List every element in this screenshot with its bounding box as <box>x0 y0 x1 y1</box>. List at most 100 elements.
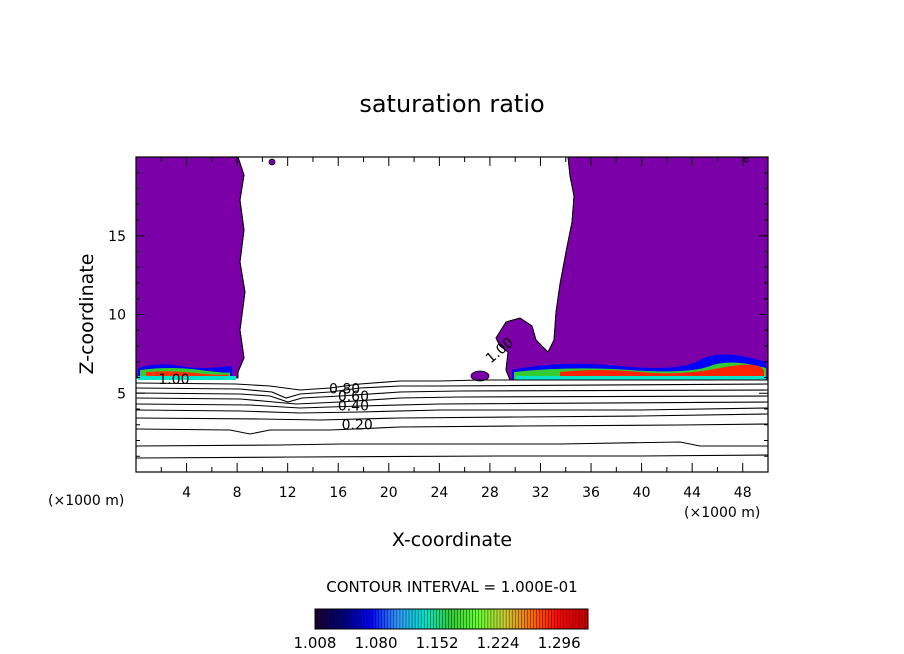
colorbar-swatch <box>375 609 380 629</box>
colorbar-tick-label: 1.296 <box>538 634 581 652</box>
colorbar-swatch <box>384 609 389 629</box>
colorbar-swatch <box>484 609 489 629</box>
colorbar-swatch <box>524 609 528 629</box>
colorbar-swatch <box>487 609 492 629</box>
colorbar-swatch <box>560 609 565 629</box>
y-tick-label: 5 <box>117 386 126 402</box>
colorbar-swatch <box>357 609 361 629</box>
colorbar-swatch <box>451 609 455 629</box>
colorbar-swatch <box>509 609 513 629</box>
colorbar-swatch <box>342 609 346 629</box>
colorbar-swatch <box>436 609 440 629</box>
x-tick-label: 28 <box>481 485 499 501</box>
colorbar-swatch <box>445 609 449 629</box>
isoline-0.3 <box>135 413 769 421</box>
colorbar-swatch <box>381 609 386 629</box>
colorbar-swatch <box>424 609 428 629</box>
colorbar-swatch <box>557 609 562 629</box>
x-tick-label: 44 <box>683 485 701 501</box>
colorbar-tick-labels: 1.008 1.080 1.152 1.224 1.296 <box>294 634 581 652</box>
colorbar-swatch <box>521 609 525 629</box>
colorbar-swatch <box>551 609 556 629</box>
band-red-left <box>146 371 228 376</box>
isoline-0.6 <box>135 395 769 405</box>
supersaturated-patch-1 <box>470 370 490 382</box>
colorbar-swatch <box>454 609 458 629</box>
contour-label: 0.40 <box>338 399 369 415</box>
colorbar-swatch <box>518 609 522 629</box>
colorbar-swatch <box>427 609 431 629</box>
colorbar-swatch <box>327 609 331 629</box>
contour-label: 0.20 <box>342 417 373 433</box>
contour-label: 0.80 <box>329 381 360 397</box>
supersaturated-region-left <box>135 156 246 379</box>
colorbar-swatch <box>554 609 559 629</box>
colorbar-swatch <box>466 609 471 629</box>
colorbar-swatch <box>396 609 401 629</box>
isoline-0.8 <box>135 383 769 399</box>
colorbar-swatch <box>506 609 510 629</box>
x-tick-label: 24 <box>430 485 448 501</box>
colorbar-swatch <box>584 609 589 629</box>
colorbar-swatch <box>369 609 374 629</box>
colorbar-swatch <box>566 609 571 629</box>
colorbar-swatch <box>503 609 507 629</box>
colorbar-swatch <box>512 609 516 629</box>
colorbar-swatch <box>500 609 504 629</box>
x-tick-label: 12 <box>279 485 297 501</box>
isoline-0.1 <box>135 441 768 447</box>
colorbar-swatch <box>318 609 322 629</box>
colorbar-swatch <box>402 609 407 629</box>
colorbar-swatch <box>539 609 543 629</box>
x-tick-label: 40 <box>633 485 651 501</box>
colorbar-swatch <box>378 609 383 629</box>
colorbar-swatch <box>536 609 540 629</box>
colorbar-swatch <box>345 609 349 629</box>
colorbar-swatch <box>530 609 534 629</box>
colorbar-swatch <box>515 609 519 629</box>
colorbar-swatch <box>387 609 392 629</box>
colorbar-tick-label: 1.152 <box>416 634 459 652</box>
colorbar-swatch <box>399 609 404 629</box>
colorbar-tick-label: 1.008 <box>294 634 337 652</box>
colorbar-swatch <box>475 609 480 629</box>
outline-right <box>495 156 575 381</box>
isoline-0.4 <box>135 407 769 414</box>
y-axis-ticks: 5 10 15 <box>108 172 768 457</box>
high-saturation-bands <box>138 354 766 380</box>
y-axis-label: Z-coordinate <box>76 254 98 375</box>
isoline-0.7 <box>135 389 769 403</box>
colorbar-swatch <box>324 609 328 629</box>
y-tick-label: 15 <box>108 229 126 245</box>
supersaturated-patch-3 <box>743 157 749 163</box>
colorbar-swatch <box>433 609 437 629</box>
band-red-right <box>560 364 764 376</box>
colorbar-swatch <box>569 609 574 629</box>
isoline-0.2 <box>135 423 769 435</box>
colorbar-swatch <box>442 609 446 629</box>
colorbar-swatch <box>421 609 425 629</box>
band-cyan-left <box>138 376 236 380</box>
colorbar-swatch <box>448 609 452 629</box>
colorbar-swatch <box>348 609 352 629</box>
contour-label: 1.00 <box>158 372 189 388</box>
colorbar-swatch <box>457 609 461 629</box>
plot-area: 0.200.400.600.801.001.00 <box>135 156 769 473</box>
colorbar-swatch <box>575 609 580 629</box>
colorbar-swatch <box>363 609 367 629</box>
colorbar-swatch <box>321 609 325 629</box>
colorbar-swatch <box>463 609 468 629</box>
colorbar-swatch <box>533 609 537 629</box>
colorbar-swatch <box>481 609 486 629</box>
x-tick-label: 48 <box>734 485 752 501</box>
contour-label: 0.60 <box>338 389 369 405</box>
x-tick-label: 32 <box>532 485 550 501</box>
colorbar-swatch <box>430 609 434 629</box>
colorbar-frame <box>314 608 589 630</box>
colorbar-swatch <box>406 609 410 629</box>
colorbar-swatch <box>527 609 531 629</box>
colorbar-swatch <box>478 609 483 629</box>
x-tick-label: 4 <box>182 485 191 501</box>
x-tick-label: 16 <box>329 485 347 501</box>
chart-title: saturation ratio <box>359 90 544 118</box>
